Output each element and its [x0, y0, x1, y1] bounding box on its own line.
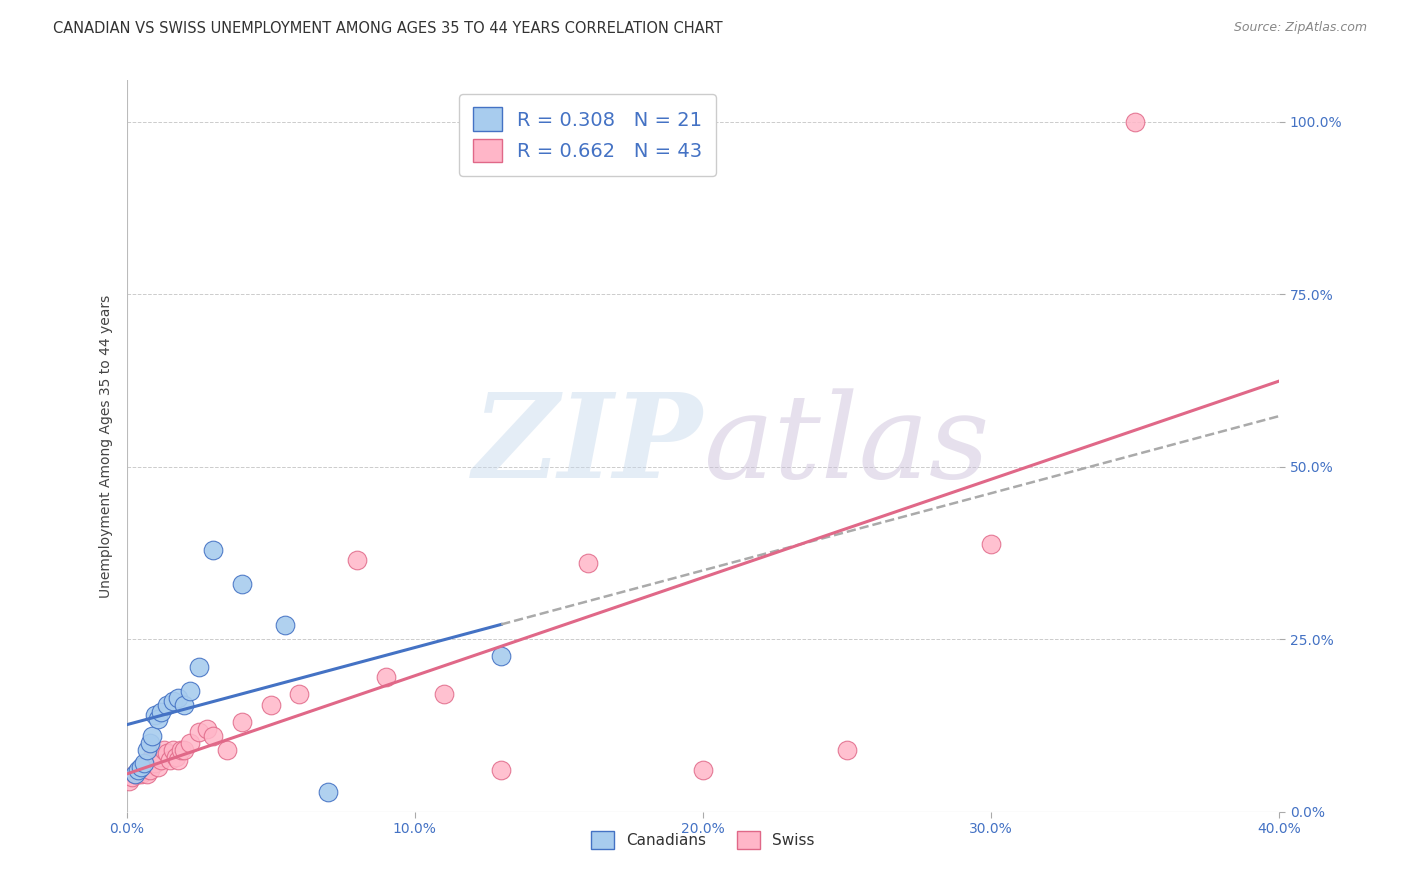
Point	[202, 729, 225, 743]
Point	[187, 725, 209, 739]
Text: Source: ZipAtlas.com: Source: ZipAtlas.com	[1233, 21, 1367, 35]
Point	[187, 660, 209, 674]
Point	[374, 670, 398, 684]
Legend: Canadians, Swiss: Canadians, Swiss	[585, 824, 821, 855]
Point	[576, 557, 599, 571]
Point	[145, 756, 166, 771]
Point	[288, 687, 311, 701]
Point	[118, 773, 141, 788]
Point	[124, 766, 146, 780]
Point	[195, 722, 218, 736]
Point	[153, 742, 176, 756]
Point	[132, 764, 155, 778]
Point	[217, 742, 239, 756]
Point	[259, 698, 281, 712]
Point	[127, 766, 149, 780]
Point	[346, 553, 368, 567]
Point	[127, 764, 149, 778]
Point	[129, 760, 152, 774]
Point	[148, 712, 170, 726]
Point	[129, 764, 152, 778]
Point	[129, 766, 152, 780]
Point	[274, 618, 297, 632]
Point	[179, 684, 201, 698]
Point	[980, 537, 1002, 551]
Point	[159, 753, 181, 767]
Point	[156, 698, 179, 712]
Point	[165, 749, 187, 764]
Point	[141, 729, 163, 743]
Point	[202, 542, 225, 557]
Point	[138, 753, 160, 767]
Point	[491, 764, 513, 778]
Point	[156, 746, 179, 760]
Point	[162, 742, 184, 756]
Point	[231, 577, 253, 591]
Point	[491, 649, 513, 664]
Point	[138, 764, 160, 778]
Point	[132, 760, 155, 774]
Point	[318, 785, 340, 799]
Point	[150, 749, 173, 764]
Point	[148, 760, 170, 774]
Text: CANADIAN VS SWISS UNEMPLOYMENT AMONG AGES 35 TO 44 YEARS CORRELATION CHART: CANADIAN VS SWISS UNEMPLOYMENT AMONG AGE…	[53, 21, 723, 37]
Point	[141, 749, 163, 764]
Point	[167, 690, 190, 705]
Text: atlas: atlas	[703, 389, 990, 503]
Point	[167, 753, 190, 767]
Point	[150, 753, 173, 767]
Point	[433, 687, 456, 701]
Point	[135, 756, 157, 771]
Point	[145, 708, 166, 723]
Point	[179, 736, 201, 750]
Point	[835, 742, 858, 756]
Point	[692, 764, 714, 778]
Point	[231, 714, 253, 729]
Point	[135, 742, 157, 756]
Point	[173, 742, 195, 756]
Point	[135, 766, 157, 780]
Point	[138, 736, 160, 750]
Point	[173, 698, 195, 712]
Point	[162, 694, 184, 708]
Point	[124, 766, 146, 780]
Point	[1125, 114, 1147, 128]
Point	[170, 742, 193, 756]
Point	[121, 770, 143, 784]
Point	[145, 749, 166, 764]
Point	[150, 705, 173, 719]
Point	[132, 756, 155, 771]
Y-axis label: Unemployment Among Ages 35 to 44 years: Unemployment Among Ages 35 to 44 years	[98, 294, 112, 598]
Text: ZIP: ZIP	[472, 389, 703, 503]
